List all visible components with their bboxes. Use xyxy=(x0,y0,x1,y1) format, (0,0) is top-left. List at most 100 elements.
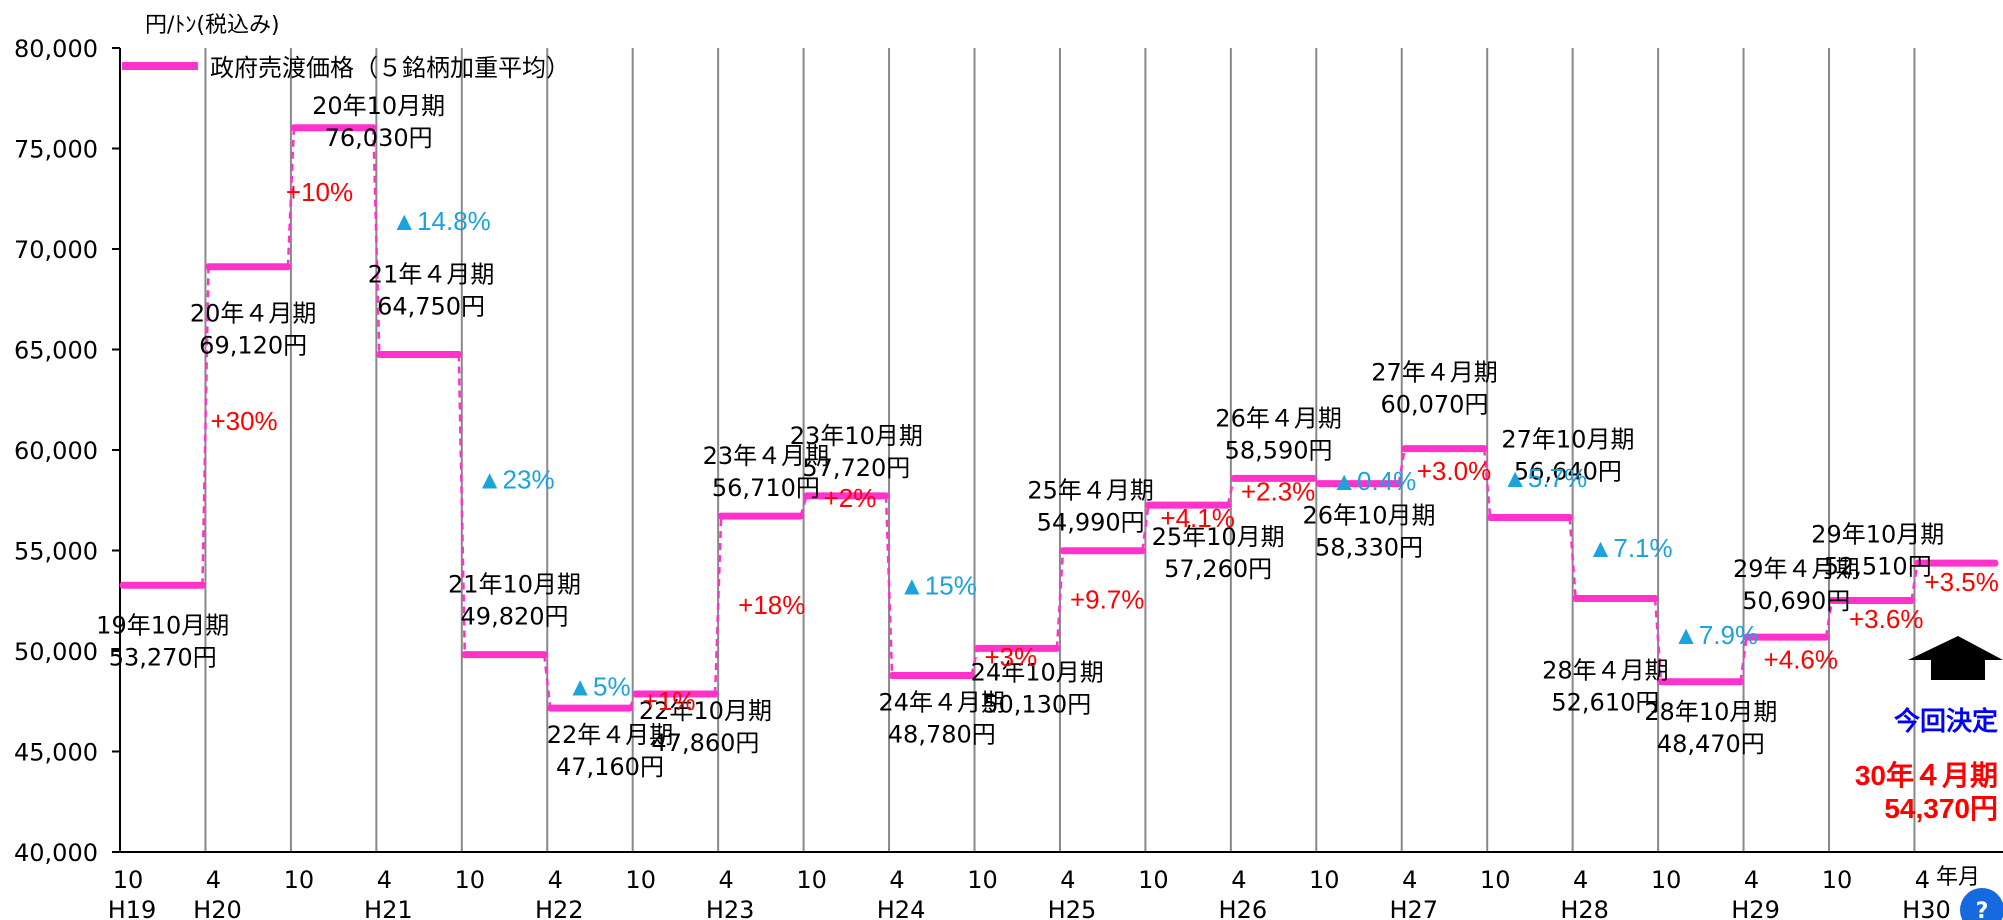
change-connector xyxy=(1824,600,1834,638)
period-label: 26年10月期 xyxy=(1302,502,1435,530)
x-month-tick: 4 xyxy=(1060,866,1075,894)
x-year-tick: H29 xyxy=(1731,896,1780,920)
x-year-tick: H23 xyxy=(706,896,755,920)
change-connector xyxy=(970,648,979,676)
help-icon[interactable]: ? xyxy=(1960,888,2003,920)
change-label: ▲7.1% xyxy=(1588,533,1673,563)
x-month-tick: 10 xyxy=(1138,866,1169,894)
period-value: 56,710円 xyxy=(712,474,820,502)
y-tick-label: 40,000 xyxy=(14,839,98,867)
x-month-tick: 4 xyxy=(889,866,904,894)
change-connector xyxy=(1226,478,1236,506)
x-year-tick: H20 xyxy=(193,896,242,920)
period-value: 47,160円 xyxy=(556,753,664,781)
period-value: 50,690円 xyxy=(1742,587,1850,615)
period-value: 57,720円 xyxy=(802,454,910,482)
change-label: ▲15% xyxy=(899,571,977,601)
change-connector xyxy=(1141,504,1150,551)
period-value: 47,860円 xyxy=(651,729,759,757)
x-month-tick: 4 xyxy=(1915,866,1930,894)
period-label: 20年４月期 xyxy=(190,300,317,328)
change-label: +30% xyxy=(210,406,277,436)
current-decision: 今回決定 30年４月期 54,370円 xyxy=(1855,636,2003,824)
period-value: 54,990円 xyxy=(1037,509,1145,537)
period-value: 64,750円 xyxy=(377,293,485,321)
change-label: ▲23% xyxy=(477,465,555,495)
period-value: 58,590円 xyxy=(1225,436,1333,464)
y-tick-labels: 40,000 45,000 50,000 55,000 60,000 65,000 70,0… xyxy=(14,35,98,867)
period-value: 69,120円 xyxy=(199,332,307,360)
change-label: +3.6% xyxy=(1849,604,1923,634)
change-label: +2.3% xyxy=(1241,477,1315,507)
period-label: 27年10月期 xyxy=(1501,426,1634,454)
period-label: 27年４月期 xyxy=(1371,359,1498,387)
series-lines xyxy=(119,124,1999,712)
x-year-tick: H27 xyxy=(1389,896,1438,920)
x-month-tick: 10 xyxy=(284,866,315,894)
period-label: 26年４月期 xyxy=(1215,404,1342,432)
change-connector xyxy=(713,516,723,695)
change-connector xyxy=(1397,448,1406,484)
x-year-tick: H21 xyxy=(364,896,413,920)
x-month-tick: 4 xyxy=(1402,866,1417,894)
period-label: 28年４月期 xyxy=(1542,657,1669,685)
period-value: 49,820円 xyxy=(461,603,569,631)
y-axis-label: 円/ﾄﾝ(税込み) xyxy=(145,13,280,38)
current-decision-value: 54,370円 xyxy=(1884,793,1998,824)
change-connector xyxy=(1055,550,1065,649)
change-label: ▲5.7% xyxy=(1502,463,1587,493)
up-arrow-icon xyxy=(1908,636,2003,680)
x-month-tick: 10 xyxy=(113,866,144,894)
x-axis-label: 年月 xyxy=(1936,865,1980,890)
period-label: 19年10月期 xyxy=(96,611,229,639)
change-connector xyxy=(201,266,210,586)
x-year-tick: H28 xyxy=(1560,896,1609,920)
y-tick-label: 65,000 xyxy=(14,337,98,365)
x-year-tick: H25 xyxy=(1048,896,1097,920)
y-tick-label: 60,000 xyxy=(14,437,98,465)
change-label: ▲14.8% xyxy=(391,206,490,236)
current-decision-caption: 今回決定 xyxy=(1894,706,1998,736)
x-month-tick: 4 xyxy=(1573,866,1588,894)
period-label: 24年４月期 xyxy=(879,689,1006,717)
x-month-tick: 10 xyxy=(1309,866,1340,894)
period-label: 29年10月期 xyxy=(1811,521,1944,549)
period-label: 22年４月期 xyxy=(547,721,674,749)
period-value: 52,610円 xyxy=(1551,689,1659,717)
period-value: 60,070円 xyxy=(1380,391,1488,419)
period-label: 20年10月期 xyxy=(312,92,445,120)
change-label: +3% xyxy=(985,642,1038,672)
period-value: 48,780円 xyxy=(888,721,996,749)
x-year-tick: H24 xyxy=(877,896,926,920)
current-decision-period: 30年４月期 xyxy=(1855,759,1998,791)
change-connector xyxy=(1312,477,1321,485)
x-year-tick: H19 xyxy=(108,896,157,920)
change-label: ▲7.9% xyxy=(1673,620,1758,650)
change-label: +3.0% xyxy=(1417,456,1491,486)
period-label: 21年10月期 xyxy=(448,571,581,599)
y-tick-label: 50,000 xyxy=(14,638,98,666)
change-label: +10% xyxy=(286,177,353,207)
period-label: 24年10月期 xyxy=(971,658,1104,686)
period-label: 23年４月期 xyxy=(703,442,830,470)
period-value: 48,470円 xyxy=(1657,730,1765,758)
period-labels: 19年10月期 53,270円 20年４月期 69,120円 20年10月期 76,030… xyxy=(96,92,1944,781)
period-value: 57,260円 xyxy=(1164,555,1272,583)
change-label: +4.1% xyxy=(1160,503,1234,533)
change-connector xyxy=(799,495,808,517)
change-connector xyxy=(884,495,894,676)
change-connector xyxy=(457,354,467,655)
legend-label: 政府売渡価格（５銘柄加重平均） xyxy=(210,54,570,82)
x-month-tick: 4 xyxy=(719,866,734,894)
x-month-tick: 10 xyxy=(455,866,486,894)
period-label: 21年４月期 xyxy=(368,261,495,289)
change-labels: +30% +10% ▲14.8% ▲23% ▲5% +1% +18% +2% ▲15% +3% +9… xyxy=(210,177,1998,716)
grid-lines xyxy=(204,48,1916,852)
x-month-tick: 10 xyxy=(1651,866,1682,894)
change-connector xyxy=(1568,517,1577,599)
legend: 政府売渡価格（５銘柄加重平均） xyxy=(122,54,570,82)
x-month-tick: 10 xyxy=(796,866,827,894)
change-connector xyxy=(628,693,637,709)
x-month-tick: 10 xyxy=(967,866,998,894)
period-value: 58,330円 xyxy=(1315,534,1423,562)
